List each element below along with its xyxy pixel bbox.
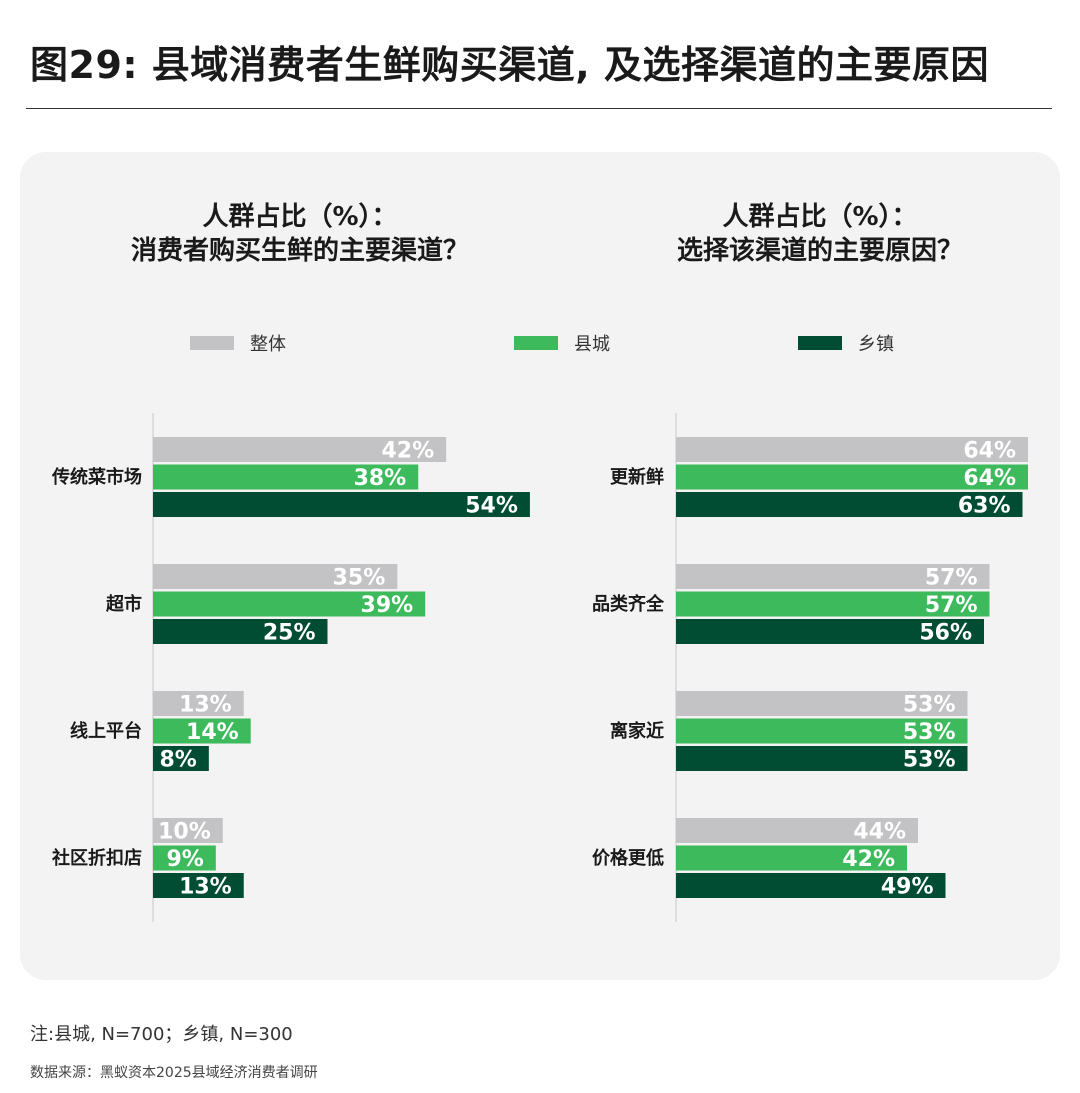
chart-2-bar-overall bbox=[676, 564, 990, 589]
left-chart-title-line2: 消费者购买生鲜的主要渠道？ bbox=[130, 236, 469, 266]
chart-1-bar-county bbox=[153, 718, 251, 744]
chart-1-data-label-township: 25% bbox=[263, 621, 316, 646]
chart-2-category-label: 离家近 bbox=[610, 720, 664, 742]
chart-2-bar-county bbox=[676, 591, 990, 617]
chart-2-data-label-county: 64% bbox=[963, 466, 1016, 491]
chart-2-data-label-overall: 57% bbox=[925, 566, 978, 591]
chart-2-bar-overall bbox=[676, 818, 918, 843]
legend-label-overall: 整体 bbox=[250, 334, 286, 355]
chart-1-data-label-county: 38% bbox=[354, 466, 407, 491]
legend-swatch-county bbox=[514, 336, 558, 350]
chart-1-bar-township bbox=[153, 619, 328, 644]
chart-1-data-label-township: 8% bbox=[159, 748, 196, 773]
chart-2-data-label-county: 53% bbox=[903, 720, 956, 745]
chart-1-data-label-overall: 42% bbox=[381, 439, 434, 464]
footnote: 注:县城, N=700；乡镇, N=300 bbox=[30, 1024, 293, 1045]
legend-item-overall: 整体 bbox=[190, 330, 286, 356]
chart-1-data-label-township: 54% bbox=[465, 494, 518, 519]
chart-1-bar-township bbox=[153, 873, 244, 898]
chart-2-bar-county bbox=[676, 845, 907, 871]
legend-item-township: 乡镇 bbox=[798, 330, 894, 356]
chart-1-category-label: 传统菜市场 bbox=[51, 466, 142, 488]
right-chart-title: 人群占比（%）： 选择该渠道的主要原因？ bbox=[610, 200, 1030, 268]
chart-2-data-label-county: 57% bbox=[925, 593, 978, 618]
chart-1-bar-county bbox=[153, 591, 426, 617]
left-chart-title-line1: 人群占比（%）： bbox=[202, 202, 398, 232]
legend-swatch-overall bbox=[190, 336, 234, 350]
chart-1-data-label-county: 14% bbox=[186, 720, 239, 745]
chart-2-data-label-overall: 64% bbox=[963, 439, 1016, 464]
chart-2-data-label-township: 53% bbox=[903, 748, 956, 773]
chart-2-category-label: 更新鲜 bbox=[610, 466, 664, 488]
chart-2-category-label: 价格更低 bbox=[592, 847, 664, 869]
right-chart-title-line2: 选择该渠道的主要原因？ bbox=[676, 236, 963, 266]
chart-2-data-label-overall: 53% bbox=[903, 693, 956, 718]
left-chart-title: 人群占比（%）： 消费者购买生鲜的主要渠道？ bbox=[90, 200, 510, 268]
legend-item-county: 县城 bbox=[514, 330, 610, 356]
chart-1-category-label: 线上平台 bbox=[70, 720, 142, 742]
chart-1-category-label: 社区折扣店 bbox=[52, 847, 142, 869]
chart-2-bar-township bbox=[676, 619, 984, 644]
chart-1-data-label-township: 13% bbox=[179, 875, 232, 900]
chart-2-data-label-township: 63% bbox=[958, 494, 1011, 519]
chart-2-bar-township bbox=[676, 746, 968, 771]
chart-1-bar-overall bbox=[153, 564, 398, 589]
title-divider bbox=[26, 108, 1052, 109]
chart-2-bar-overall bbox=[676, 437, 1028, 462]
chart-1-bar-county bbox=[153, 464, 419, 490]
chart-2-bar-township bbox=[676, 873, 946, 898]
chart-2-data-label-township: 49% bbox=[881, 875, 934, 900]
page-title: 图29: 县域消费者生鲜购买渠道, 及选择渠道的主要原因 bbox=[30, 43, 989, 87]
right-chart-title-line1: 人群占比（%）： bbox=[722, 202, 918, 232]
chart-2-bar-overall bbox=[676, 691, 968, 716]
chart-1-bar-overall bbox=[153, 437, 447, 462]
legend-swatch-township bbox=[798, 336, 842, 350]
chart-2-bar-township bbox=[676, 492, 1023, 517]
chart-1-bar-township bbox=[153, 492, 530, 517]
chart-2-data-label-county: 42% bbox=[842, 847, 895, 872]
legend-label-township: 乡镇 bbox=[858, 334, 894, 355]
legend-label-county: 县城 bbox=[574, 334, 610, 355]
chart-1-bar-township bbox=[153, 746, 209, 771]
chart-2-category-label: 品类齐全 bbox=[592, 593, 665, 615]
chart-2-data-label-overall: 44% bbox=[853, 820, 906, 845]
chart-1-data-label-county: 39% bbox=[361, 593, 414, 618]
chart-2-bar-county bbox=[676, 718, 968, 744]
chart-1-bar-overall bbox=[153, 818, 223, 843]
chart-1-bar-overall bbox=[153, 691, 244, 716]
chart-1-data-label-overall: 13% bbox=[179, 693, 232, 718]
chart-1-data-label-county: 9% bbox=[166, 847, 203, 872]
chart-2-bar-county bbox=[676, 464, 1028, 490]
chart-1-bar-county bbox=[153, 845, 216, 871]
data-source: 数据来源：黑蚁资本2025县域经济消费者调研 bbox=[30, 1065, 318, 1081]
chart-2-data-label-township: 56% bbox=[919, 621, 972, 646]
chart-1-category-label: 超市 bbox=[106, 593, 142, 615]
chart-1-data-label-overall: 10% bbox=[158, 820, 211, 845]
chart-1-data-label-overall: 35% bbox=[333, 566, 386, 591]
